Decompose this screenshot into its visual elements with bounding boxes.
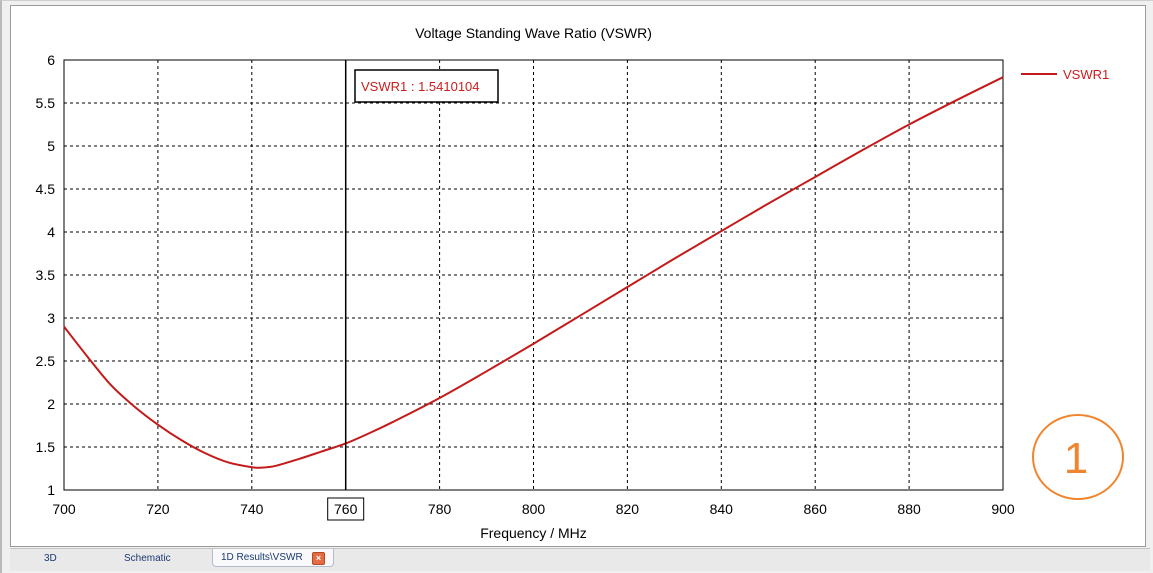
x-tick-label: 780 bbox=[428, 501, 452, 517]
chart-title: Voltage Standing Wave Ratio (VSWR) bbox=[415, 25, 652, 41]
number-badge-circle bbox=[1032, 414, 1124, 500]
y-tick-label: 5 bbox=[47, 138, 55, 154]
x-axis-label: Frequency / MHz bbox=[480, 525, 587, 541]
x-tick-label: 840 bbox=[710, 501, 734, 517]
tab-schematic[interactable]: Schematic bbox=[124, 550, 214, 568]
y-tick-label: 6 bbox=[47, 52, 55, 68]
tab-1d-results-label: 1D Results\VSWR bbox=[221, 552, 303, 563]
x-tick-label: 800 bbox=[522, 501, 546, 517]
plot-panel bbox=[10, 5, 1146, 547]
tab-bar: 3D Schematic 1D Results\VSWR × bbox=[10, 548, 1150, 571]
x-tick-label: 880 bbox=[897, 501, 921, 517]
marker-x-value-label: 760 bbox=[334, 501, 358, 517]
y-tick-label: 1 bbox=[47, 482, 55, 498]
y-axis-ticks: 1 1.5 2 2.5 3 3.5 4 4.5 5 5.5 6 bbox=[36, 52, 56, 498]
y-tick-label: 4 bbox=[47, 224, 55, 240]
tab-schematic-label: Schematic bbox=[124, 553, 171, 564]
grid bbox=[64, 60, 1003, 490]
y-tick-label: 2 bbox=[47, 396, 55, 412]
x-axis-ticks: 700 720 740 780 800 820 840 860 880 900 bbox=[52, 501, 1015, 517]
y-tick-label: 3 bbox=[47, 310, 55, 326]
y-tick-label: 1.5 bbox=[36, 439, 56, 455]
tab-1d-results-vswr[interactable]: 1D Results\VSWR × bbox=[212, 549, 334, 567]
close-icon[interactable]: × bbox=[312, 552, 325, 565]
y-tick-label: 4.5 bbox=[36, 181, 56, 197]
legend-label-vswr1: VSWR1 bbox=[1063, 67, 1109, 82]
x-tick-label: 700 bbox=[52, 501, 76, 517]
vswr1-series-line bbox=[63, 76, 1004, 469]
y-tick-label: 2.5 bbox=[36, 353, 56, 369]
marker-x-value-box bbox=[327, 497, 365, 521]
y-tick-label: 3.5 bbox=[36, 267, 56, 283]
number-badge-text: 1 bbox=[1064, 434, 1088, 483]
x-tick-label: 720 bbox=[146, 501, 170, 517]
x-tick-label: 740 bbox=[240, 501, 264, 517]
tab-3d-label: 3D bbox=[44, 553, 57, 564]
x-tick-label: 900 bbox=[991, 501, 1015, 517]
marker-readout-box bbox=[354, 69, 499, 103]
tab-3d[interactable]: 3D bbox=[44, 550, 84, 568]
marker-readout-label: VSWR1 : 1.5410104 bbox=[361, 79, 480, 94]
x-tick-label: 820 bbox=[616, 501, 640, 517]
y-tick-label: 5.5 bbox=[36, 95, 56, 111]
plot-area-border bbox=[63, 59, 1004, 491]
x-tick-label: 860 bbox=[804, 501, 828, 517]
